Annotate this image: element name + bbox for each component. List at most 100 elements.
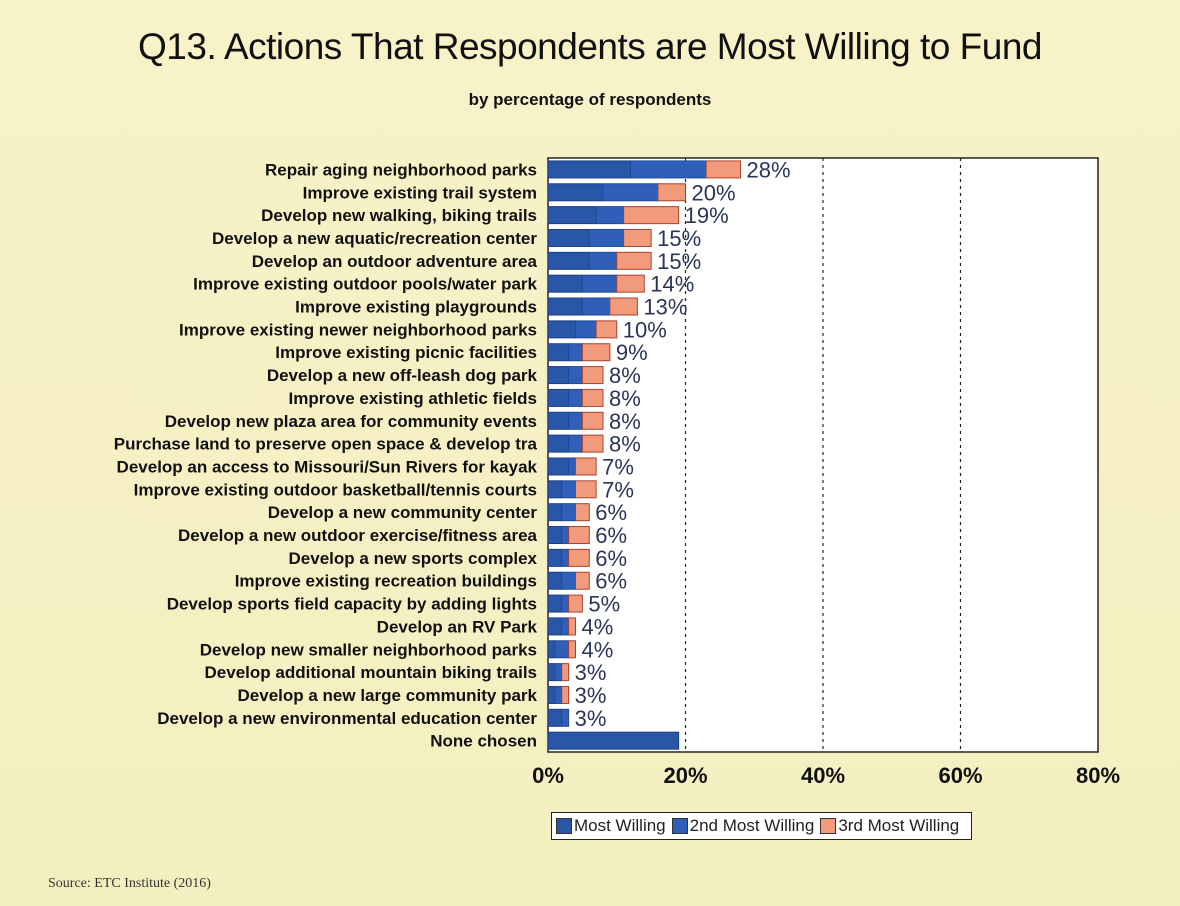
data-label: 15% (657, 226, 701, 251)
bar-segment (547, 251, 590, 270)
data-label: 7% (602, 477, 634, 502)
bar-segment (561, 571, 576, 590)
legend-swatch-3rd-most-willing (820, 818, 837, 834)
bar-segment (568, 411, 583, 430)
category-label: Repair aging neighborhood parks (265, 160, 537, 179)
bar-segment (547, 640, 556, 659)
data-label: 4% (582, 614, 614, 639)
bar-segment (581, 343, 611, 362)
data-label: 3% (575, 706, 607, 731)
x-tick-label: 40% (801, 763, 845, 788)
data-label: 9% (616, 340, 648, 365)
bar-segment (609, 297, 638, 316)
bar-segment (705, 160, 741, 179)
data-label: 3% (575, 683, 607, 708)
bar-segment (616, 274, 645, 293)
data-label: 3% (575, 660, 607, 685)
bar-segment (547, 366, 570, 385)
category-label: Improve existing newer neighborhood park… (179, 320, 537, 339)
data-label: 20% (692, 180, 736, 205)
category-label: None chosen (430, 732, 537, 751)
data-label: 7% (602, 454, 634, 479)
legend-swatch-2nd-most-willing (671, 818, 688, 834)
data-label: 8% (609, 432, 641, 457)
bar-segment (547, 617, 563, 636)
bar-segment (588, 251, 618, 270)
legend-item-3rd-most-willing: 3rd Most Willing (820, 816, 959, 836)
bar-segment (581, 274, 618, 293)
bar-segment (581, 297, 611, 316)
category-label: Develop a new sports complex (289, 549, 538, 568)
bar-segment (568, 526, 590, 545)
bar-segment (561, 503, 576, 522)
bar-segment (623, 228, 652, 247)
category-label: Develop new walking, biking trails (261, 206, 537, 225)
category-label: Develop an RV Park (377, 617, 538, 636)
legend-label-3rd-most-willing: 3rd Most Willing (838, 816, 960, 835)
data-label: 28% (747, 157, 791, 182)
x-tick-label: 0% (532, 763, 564, 788)
bar-segment (547, 685, 556, 704)
bar-segment (575, 457, 597, 476)
chart-title: Q13. Actions That Respondents are Most W… (138, 26, 1042, 67)
bar-segment (575, 503, 590, 522)
bar-segment (547, 526, 563, 545)
bar-segment (547, 594, 563, 613)
legend-swatch-most-willing (556, 818, 572, 834)
bar-segment (561, 594, 570, 613)
legend-label-2nd-most-willing: 2nd Most Willing (689, 816, 815, 835)
data-label: 4% (582, 637, 614, 662)
bar-segment (561, 548, 570, 567)
bar-segment (568, 366, 583, 385)
category-labels: Repair aging neighborhood parks Improve e… (114, 160, 538, 750)
chart-subtitle: by percentage of respondents (468, 90, 712, 109)
bar-segment (561, 617, 570, 636)
category-label: Improve existing outdoor pools/water par… (193, 275, 537, 294)
bar-segment (561, 708, 570, 727)
bar-segment (595, 206, 625, 225)
bar-segment (595, 320, 618, 339)
x-tick-label: 60% (938, 763, 982, 788)
bar-segment (547, 411, 570, 430)
bar-segment (547, 160, 631, 179)
category-label: Develop new smaller neighborhood parks (200, 640, 537, 659)
category-label: Develop an access to Missouri/Sun Rivers… (117, 457, 538, 476)
data-label: 6% (595, 523, 627, 548)
bar-segment (547, 228, 590, 247)
bar-segment (581, 366, 604, 385)
bar-segment (547, 548, 563, 567)
data-label: 8% (609, 409, 641, 434)
bar-segment (547, 274, 583, 293)
category-label: Improve existing athletic fields (289, 389, 537, 408)
data-label: 8% (609, 363, 641, 388)
bar-segment (554, 685, 563, 704)
legend-item-2nd-most-willing: 2nd Most Willing (671, 816, 815, 836)
bar-segment (547, 663, 556, 682)
category-label: Improve existing recreation buildings (235, 572, 537, 591)
legend-item-most-willing: Most Willing (556, 816, 666, 836)
data-label: 19% (685, 203, 729, 228)
x-tick-label: 80% (1076, 763, 1120, 788)
bar-segment (547, 731, 680, 750)
data-label: 13% (643, 295, 687, 320)
bar-segment (568, 457, 576, 476)
bar-segment (561, 480, 576, 499)
bar-segment (547, 343, 570, 362)
gridlines (684, 158, 962, 752)
category-label: Develop a new large community park (238, 686, 538, 705)
category-label: Purchase land to preserve open space & d… (114, 435, 538, 454)
bar-segment (602, 183, 659, 202)
category-label: Develop a new aquatic/recreation center (212, 229, 537, 248)
bar-segment (581, 388, 604, 407)
bar-segment (575, 480, 597, 499)
bar-segment (547, 297, 583, 316)
bar-segment (575, 320, 597, 339)
bar-segment (568, 548, 590, 567)
bar-segment (568, 594, 583, 613)
category-label: Develop new plaza area for community eve… (165, 412, 537, 431)
bar-segment (575, 571, 590, 590)
category-label: Improve existing outdoor basketball/tenn… (134, 480, 537, 499)
bar-segment (554, 640, 570, 659)
data-label: 6% (595, 500, 627, 525)
bar-segment (547, 708, 563, 727)
